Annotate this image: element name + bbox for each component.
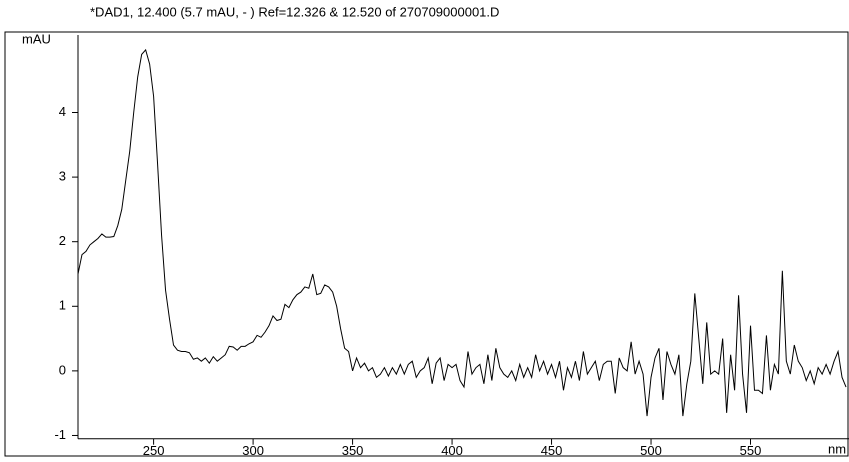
x-tick-label: 400 [441,443,463,458]
x-tick-label: 550 [740,443,762,458]
x-tick-label: 450 [541,443,563,458]
y-tick-label: 2 [59,233,66,248]
chart-title: *DAD1, 12.400 (5.7 mAU, - ) Ref=12.326 &… [90,4,499,19]
frame [4,31,849,457]
x-tick-label: 300 [242,443,264,458]
x-tick-label: 350 [342,443,364,458]
y-tick-label: 0 [59,362,66,377]
y-tick-label: 1 [59,298,66,313]
spectrum-line [77,48,847,417]
y-tick-label: 4 [59,104,66,119]
x-tick-label: 250 [143,443,165,458]
y-tick-label: -1 [54,427,66,442]
x-axis-label: nm [828,441,846,456]
y-tick-label: 3 [59,169,66,184]
y-axis-label: mAU [22,31,51,46]
x-tick-label: 500 [640,443,662,458]
